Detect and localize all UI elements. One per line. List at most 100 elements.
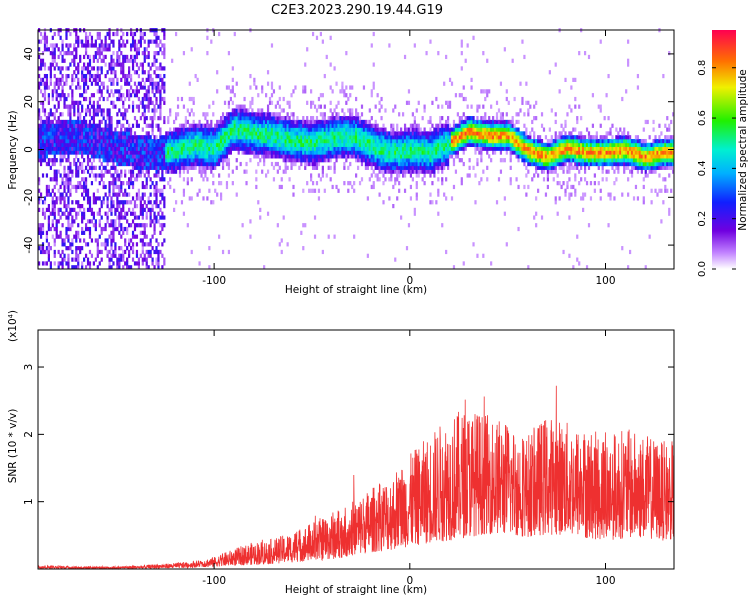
spectrogram-cell bbox=[429, 169, 432, 174]
spectrogram-cell bbox=[194, 138, 197, 144]
spectrogram-cell bbox=[116, 81, 119, 86]
spectrogram-cell bbox=[108, 192, 111, 197]
spectrogram-cell bbox=[221, 154, 225, 159]
spectrogram-cell bbox=[51, 89, 54, 94]
spectrogram-cell bbox=[192, 135, 195, 140]
spectrogram-cell bbox=[122, 93, 125, 98]
spectrogram-cell bbox=[118, 93, 121, 98]
spectrogram-cell bbox=[126, 181, 129, 186]
spectrogram-cell bbox=[257, 138, 260, 144]
spectrogram-cell bbox=[90, 207, 94, 213]
spectrogram-cell bbox=[372, 181, 375, 186]
spectrogram-cell bbox=[233, 31, 236, 37]
spectrogram-cell bbox=[39, 161, 43, 167]
spectrogram-cell bbox=[255, 119, 258, 125]
spectrogram-cell bbox=[122, 192, 125, 197]
spectrogram-cell bbox=[163, 261, 166, 266]
spectrogram-cell bbox=[251, 96, 254, 102]
spectrogram-cell bbox=[135, 192, 139, 197]
spectrogram-cell bbox=[57, 219, 60, 224]
spectrogram-cell bbox=[527, 112, 530, 117]
spectrogram-cell bbox=[41, 249, 45, 255]
spectrogram-cell bbox=[210, 158, 213, 163]
spectrogram-cell bbox=[517, 112, 520, 117]
spectrogram-cell bbox=[77, 127, 80, 132]
spectrogram-cell bbox=[61, 146, 64, 151]
spectrogram-cell bbox=[347, 135, 350, 140]
spectrogram-cell bbox=[131, 169, 135, 174]
spectrogram-cell bbox=[86, 104, 90, 109]
spectrogram-cell bbox=[145, 158, 148, 163]
spectrogram-cell bbox=[106, 146, 109, 151]
spectrogram-cell bbox=[486, 177, 489, 182]
spectrogram-cell bbox=[149, 158, 152, 163]
spectrogram-cell bbox=[192, 158, 195, 163]
spectrogram-cell bbox=[71, 257, 74, 262]
spectrogram-cell bbox=[98, 158, 101, 163]
spectrogram-cell bbox=[55, 127, 58, 132]
spectrogram-cell bbox=[278, 135, 281, 140]
spectrogram-cell bbox=[86, 39, 90, 44]
spectrogram-cell bbox=[323, 131, 326, 136]
spectrogram-cell bbox=[100, 257, 103, 262]
spectrogram-cell bbox=[186, 154, 189, 159]
spectrogram-cell bbox=[114, 89, 117, 94]
spectrogram-cell bbox=[218, 119, 221, 125]
spectrogram-cell bbox=[243, 135, 246, 140]
spectrogram-cell bbox=[486, 146, 489, 151]
spectrogram-cell bbox=[157, 104, 160, 109]
spectrogram-cell bbox=[286, 158, 289, 163]
spectrogram-cell bbox=[159, 138, 162, 144]
spectrogram-cell bbox=[96, 265, 99, 270]
spectrogram-cell bbox=[263, 135, 266, 140]
spectrogram-cell bbox=[372, 142, 375, 148]
spectrogram-cell bbox=[53, 123, 56, 128]
spectrogram-cell bbox=[345, 100, 348, 105]
spectrogram-cell bbox=[151, 119, 154, 125]
spectrogram-cell bbox=[55, 226, 58, 232]
spectrogram-cell bbox=[67, 158, 70, 163]
spectrogram-cell bbox=[492, 116, 495, 121]
spectrogram-cell bbox=[331, 184, 334, 190]
spectrogram-cell bbox=[268, 146, 272, 151]
spectrogram-cell bbox=[96, 100, 99, 105]
spectrogram-cell bbox=[116, 96, 119, 102]
spectrogram-cell bbox=[490, 104, 493, 109]
spectrogram-cell bbox=[476, 138, 479, 144]
spectrogram-cell bbox=[67, 123, 70, 128]
spectrogram-cell bbox=[243, 150, 246, 155]
spectrogram-cell bbox=[39, 192, 43, 197]
spectrogram-cell bbox=[49, 150, 52, 155]
spectrogram-cell bbox=[311, 119, 315, 125]
spectrogram-cell bbox=[38, 223, 41, 228]
spectrogram-cell bbox=[69, 51, 72, 56]
spectrogram-cell bbox=[88, 200, 92, 205]
spectrogram-cell bbox=[178, 135, 182, 140]
spectrogram-cell bbox=[161, 142, 164, 148]
spectrogram-cell bbox=[83, 135, 86, 140]
spectrogram-cell bbox=[173, 138, 176, 144]
spectrogram-cell bbox=[153, 265, 156, 270]
spectrogram-cell bbox=[128, 104, 131, 109]
spectrogram-cell bbox=[128, 169, 131, 174]
spectrogram-cell bbox=[227, 131, 231, 136]
spectrogram-cell bbox=[90, 165, 94, 170]
spectrogram-cell bbox=[131, 150, 135, 155]
spectrogram-cell bbox=[182, 158, 186, 163]
spectrogram-cell bbox=[92, 73, 95, 79]
spectrogram-cell bbox=[61, 223, 64, 228]
spectrogram-cell bbox=[102, 81, 105, 86]
spectrogram-cell bbox=[114, 249, 117, 255]
spectrogram-cell bbox=[265, 131, 268, 136]
spectrogram-cell bbox=[317, 150, 321, 155]
spectrogram-cell bbox=[198, 127, 201, 132]
spectrogram-cell bbox=[145, 249, 148, 255]
spectrogram-cell bbox=[380, 158, 383, 163]
spectrogram-cell bbox=[356, 119, 360, 125]
spectrogram-cell bbox=[265, 146, 268, 151]
spectrogram-cell bbox=[139, 116, 142, 121]
spectrogram-cell bbox=[493, 138, 497, 144]
spectrogram-cell bbox=[321, 146, 324, 151]
spectrogram-cell bbox=[90, 116, 94, 121]
spectrogram-cell bbox=[92, 215, 95, 220]
